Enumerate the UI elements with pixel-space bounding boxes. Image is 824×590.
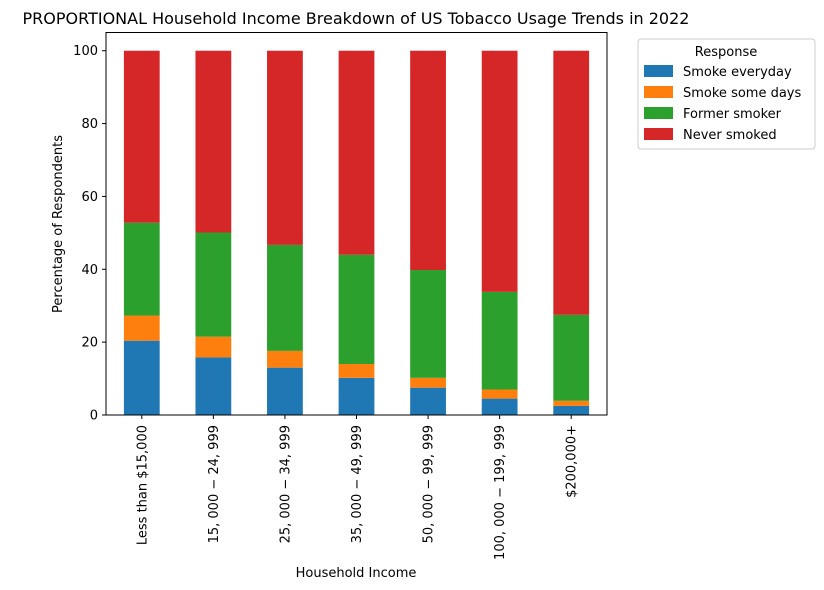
legend-label: Never smoked <box>683 128 777 143</box>
legend-swatch <box>644 86 673 98</box>
bar-segment <box>410 50 446 271</box>
legend-items: Smoke everyday Smoke some days Former smok… <box>644 65 801 143</box>
bar-segment <box>481 291 518 390</box>
x-axis: Less than $15,000 15, 000 − 24, 999 25, 00… <box>135 415 580 560</box>
y-tick-label: 60 <box>81 190 98 205</box>
bars <box>123 50 590 415</box>
bar-segment <box>267 244 303 351</box>
y-tick-label: 100 <box>73 44 98 59</box>
legend-title: Response <box>695 45 757 60</box>
y-axis-label: Percentage of Respondents <box>51 135 66 313</box>
legend: Response Smoke everyday Smoke some days Fo… <box>637 38 816 150</box>
bar-segment <box>195 357 232 415</box>
y-tick-label: 80 <box>81 117 98 132</box>
bar-segment <box>553 405 590 415</box>
x-tick-label: 100, 000 − 199, 999 <box>493 425 508 560</box>
bar-segment <box>481 389 518 399</box>
bar-segment <box>123 340 160 415</box>
legend-frame <box>637 38 816 150</box>
bar-segment <box>123 222 160 316</box>
bar-segment <box>195 50 232 233</box>
legend-label: Former smoker <box>683 107 782 122</box>
y-tick-label: 40 <box>81 263 98 278</box>
bar-segment <box>267 367 303 415</box>
bar-segment <box>553 50 590 315</box>
bar-segment <box>338 254 375 364</box>
chart-title: PROPORTIONAL Household Income Breakdown … <box>23 9 690 28</box>
bar-segment <box>481 398 518 415</box>
bar-segment <box>267 350 303 368</box>
bar-segment <box>410 387 446 415</box>
legend-swatch <box>644 107 673 119</box>
legend-swatch <box>644 128 673 140</box>
x-axis-label: Household Income <box>296 566 417 581</box>
x-tick-label: 50, 000 − 99, 999 <box>422 425 437 543</box>
bar-segment <box>481 50 518 292</box>
bar-segment <box>195 336 232 358</box>
bar-segment <box>410 270 446 378</box>
bar-segment <box>195 232 232 337</box>
x-tick-label: 25, 000 − 34, 999 <box>278 425 293 543</box>
x-tick-label: 15, 000 − 24, 999 <box>207 425 222 543</box>
bar-segment <box>553 400 590 406</box>
bar-segment <box>410 377 446 388</box>
x-tick-label: 35, 000 − 49, 999 <box>350 425 365 543</box>
legend-label: Smoke some days <box>683 86 801 101</box>
bar-segment <box>267 50 303 245</box>
legend-label: Smoke everyday <box>683 65 792 80</box>
x-tick-label: Less than $15,000 <box>135 425 150 545</box>
bar-segment <box>338 364 375 378</box>
bar-segment <box>123 50 160 223</box>
legend-swatch <box>644 65 673 77</box>
bar-segment <box>553 314 590 401</box>
bar-segment <box>123 315 160 341</box>
y-tick-label: 0 <box>90 409 98 424</box>
y-axis: 0 20 40 60 80 100 <box>73 44 106 424</box>
y-tick-label: 20 <box>81 336 98 351</box>
bar-segment <box>338 50 375 255</box>
x-tick-label: $200,000+ <box>565 425 580 498</box>
bar-segment <box>338 377 375 415</box>
